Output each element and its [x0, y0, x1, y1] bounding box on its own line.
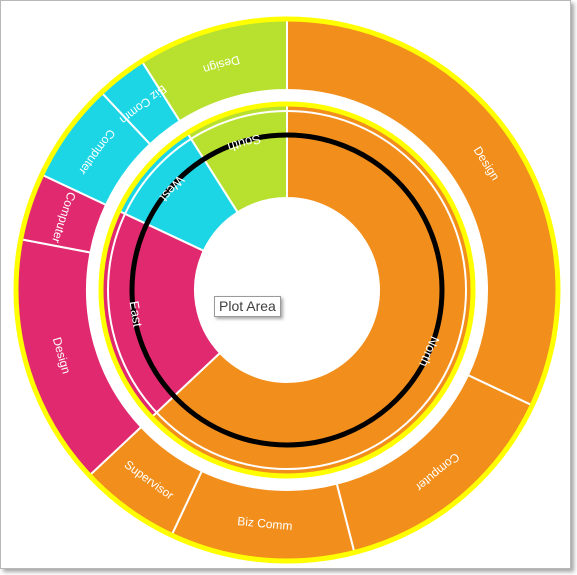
inner-white-ring: [107, 110, 467, 470]
inner-label-east: East: [127, 300, 146, 328]
chart-frame: North Design Computer Biz Comm Supervisor Eas…: [0, 0, 571, 569]
ring-gap: [87, 90, 487, 490]
inner-yellow-outline: [98, 101, 476, 479]
outer-label-north-biz-comm: Biz Comm: [237, 514, 293, 533]
center-hole: [195, 198, 379, 382]
outer-yellow-outline: [13, 16, 561, 564]
plot-area-tooltip: Plot Area: [214, 296, 281, 317]
inner-black-ring: [129, 132, 445, 448]
